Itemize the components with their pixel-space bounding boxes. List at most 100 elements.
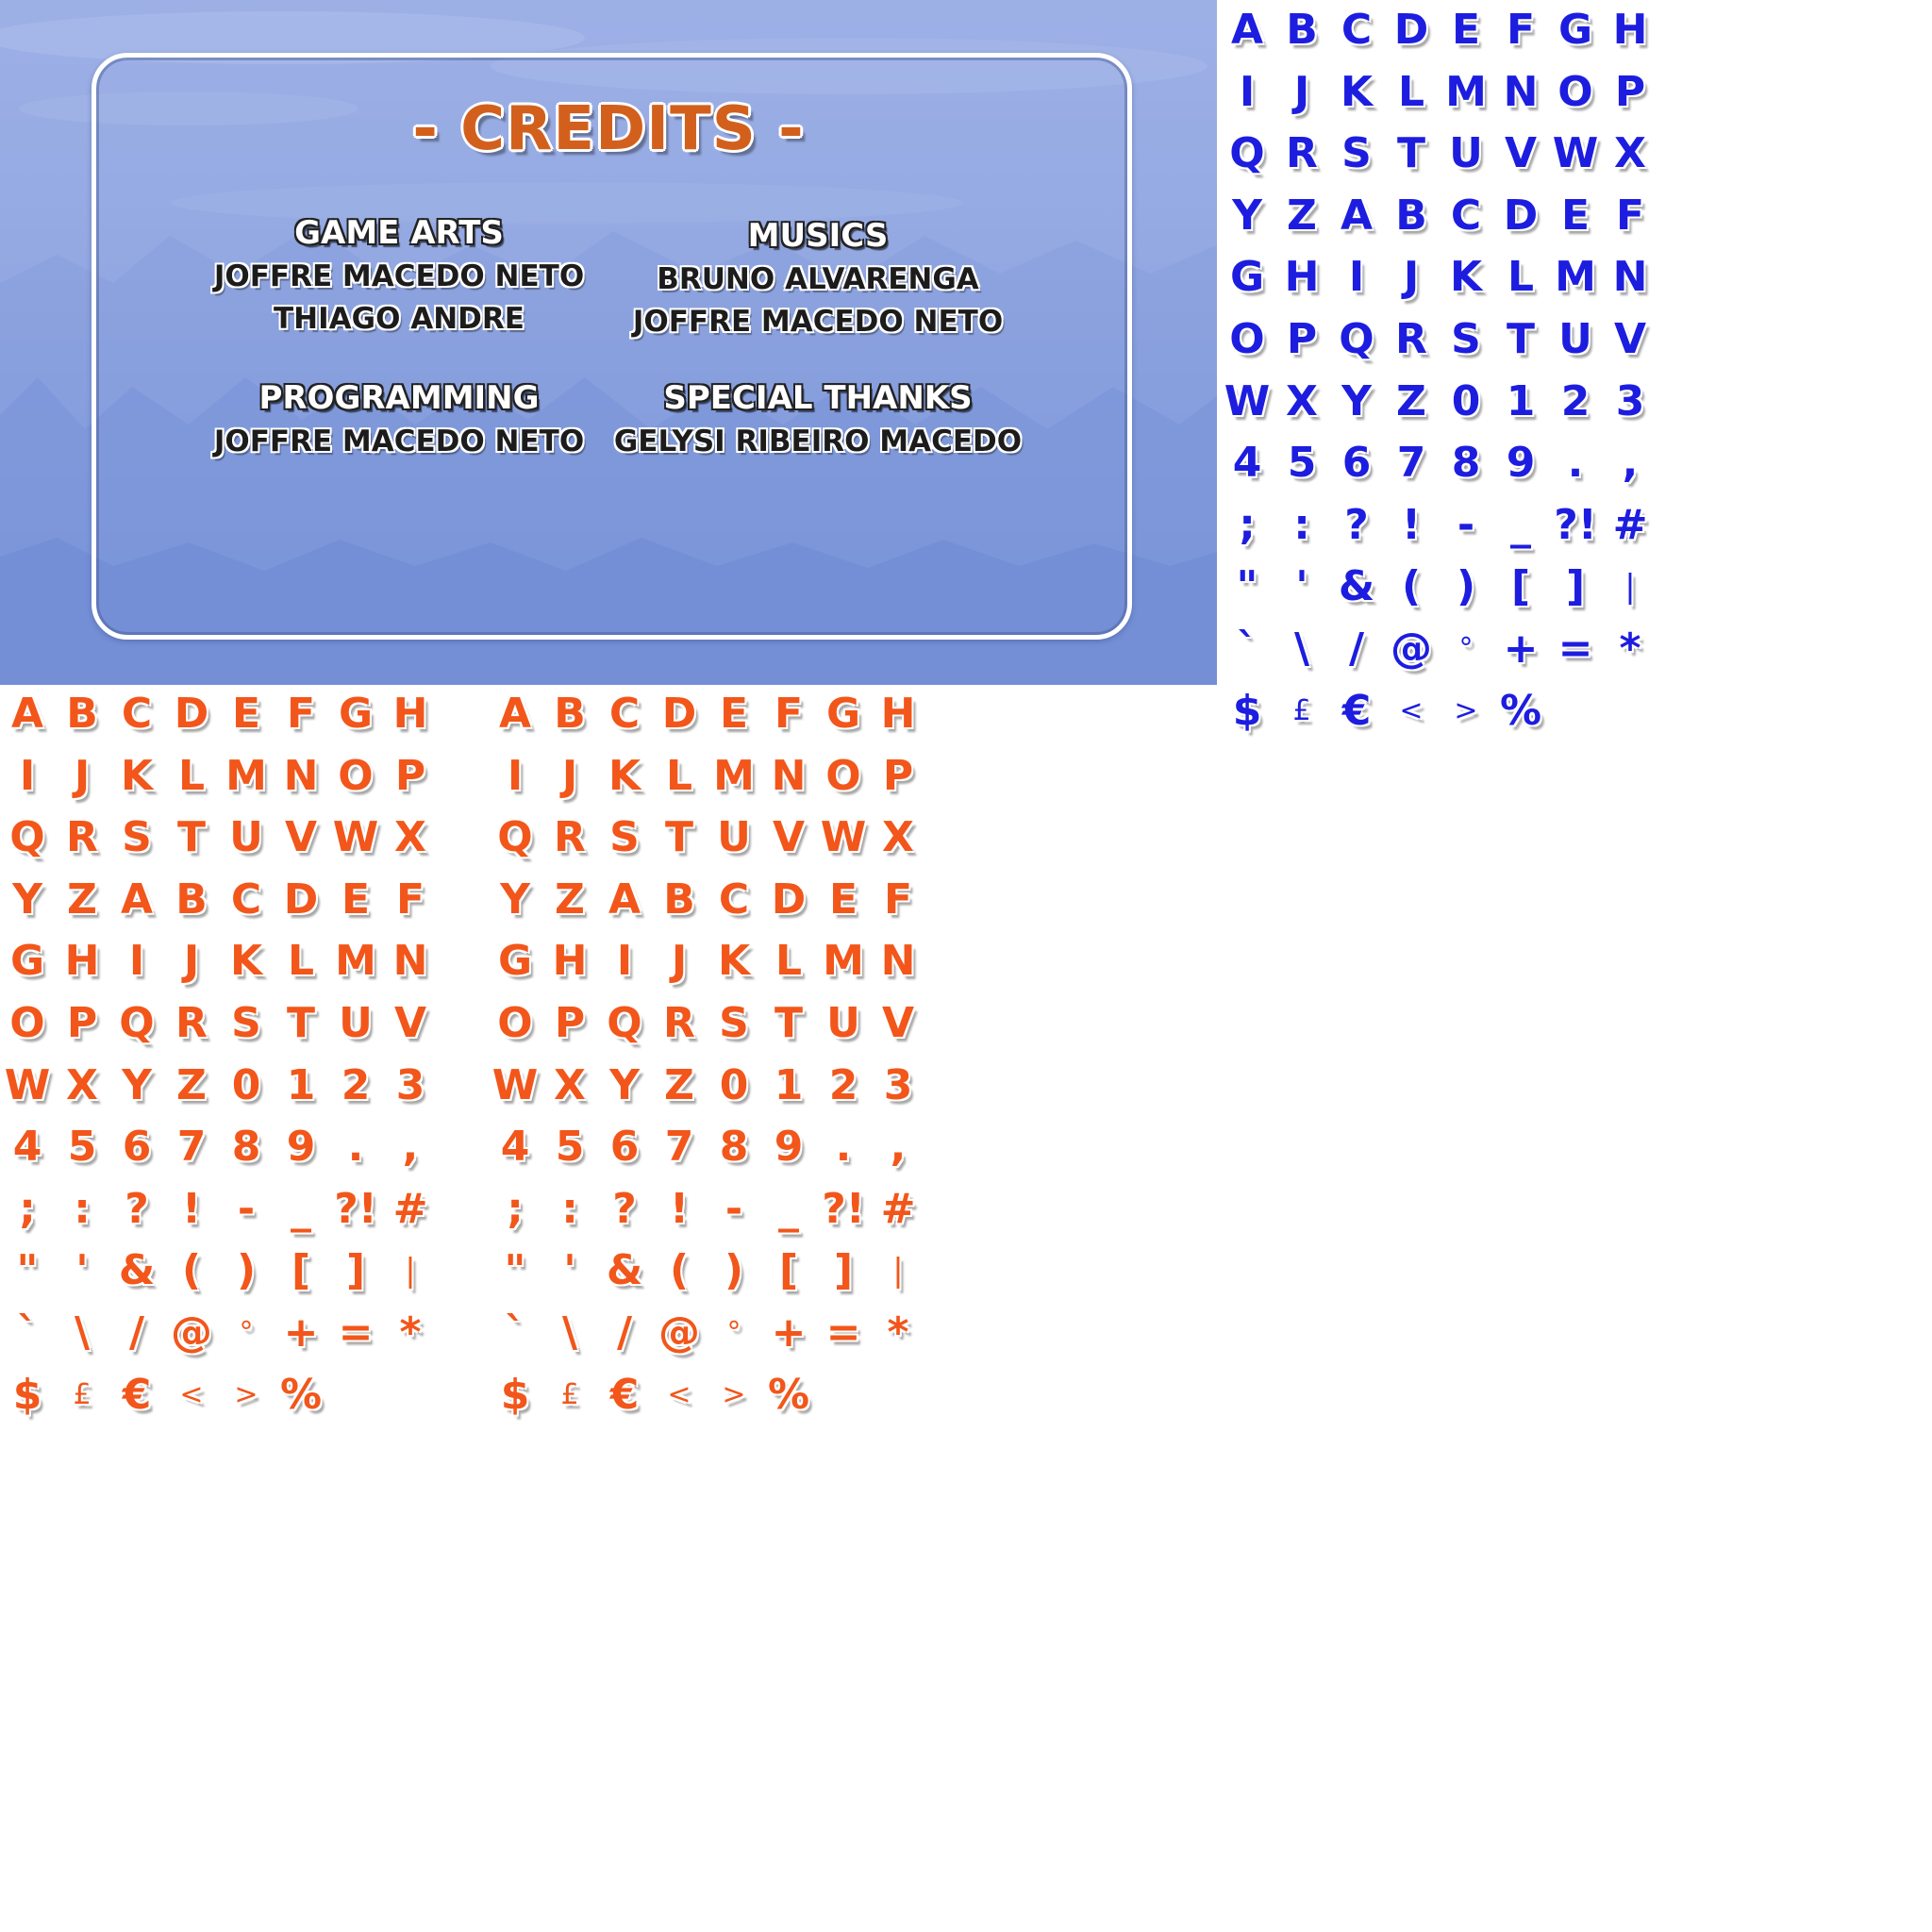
font-glyph: / [616, 1308, 633, 1357]
font-glyph: M [713, 751, 755, 800]
font-glyph: Z [1287, 191, 1317, 240]
font-glyph: L [287, 937, 315, 986]
font-glyph: Q [497, 813, 533, 862]
font-glyph: ?! [334, 1184, 377, 1233]
font-glyph: : [561, 1184, 578, 1233]
font-glyph: ? [612, 1184, 637, 1233]
font-glyph: = [338, 1308, 374, 1357]
font-glyph: Y [500, 874, 530, 924]
special-thanks-heading: SPECIAL THANKS [663, 379, 973, 417]
font-glyph: V [1504, 129, 1538, 178]
font-glyph: 9 [286, 1123, 316, 1172]
font-glyph: N [1503, 67, 1539, 116]
font-glyph: G [338, 690, 374, 738]
font-glyph: K [120, 751, 154, 800]
font-glyph: ; [507, 1184, 524, 1233]
programming-section: PROGRAMMING JOFFRE MACEDO NETO [192, 377, 607, 463]
font-glyph: , [402, 1123, 419, 1172]
font-glyph: > [1454, 693, 1478, 727]
font-glyph: 2 [341, 1060, 371, 1109]
font-glyph: B [66, 690, 98, 738]
font-glyph: $ [12, 1370, 42, 1419]
font-glyph: 7 [176, 1123, 207, 1172]
font-glyph: C [1450, 191, 1482, 240]
font-glyph: £ [73, 1377, 92, 1411]
font-glyph: F [883, 874, 913, 924]
font-glyph: X [66, 1060, 98, 1109]
font-glyph: . [1567, 439, 1584, 488]
font-glyph: + [771, 1308, 807, 1357]
font-glyph: O [338, 751, 374, 800]
font-glyph: & [1338, 562, 1375, 611]
font-glyph: Y [1232, 191, 1262, 240]
font-glyph: B [175, 874, 208, 924]
font-glyph: Y [12, 874, 42, 924]
font-glyph: J [1293, 67, 1310, 116]
font-glyph: B [554, 690, 586, 738]
font-glyph: L [1397, 67, 1425, 116]
font-glyph: Y [609, 1060, 640, 1109]
font-glyph: * [887, 1308, 909, 1357]
font-glyph: > [234, 1377, 258, 1411]
font-glyph: 5 [67, 1123, 97, 1172]
font-glyph: 5 [1287, 439, 1317, 488]
font-glyph: Q [1229, 129, 1265, 178]
font-glyph: U [717, 813, 751, 862]
font-glyph: D [283, 874, 319, 924]
credits-panel [92, 53, 1132, 640]
font-glyph: G [9, 937, 45, 986]
font-glyph: D [1393, 6, 1429, 54]
font-glyph: H [1284, 253, 1320, 302]
font-glyph: N [392, 937, 428, 986]
game-arts-name: JOFFRE MACEDO NETO [213, 259, 585, 293]
musics-heading: MUSICS [747, 217, 889, 255]
game-arts-heading: GAME ARTS [294, 214, 504, 252]
special-thanks-section: SPECIAL THANKS GELYSI RIBEIRO MACEDO [610, 377, 1025, 463]
font-glyph: H [552, 937, 588, 986]
font-glyph: 8 [231, 1123, 261, 1172]
font-glyph: 0 [231, 1060, 261, 1109]
font-glyph: % [1499, 686, 1542, 735]
font-glyph: " [504, 1246, 526, 1295]
font-glyph: € [122, 1370, 152, 1419]
font-glyph: 4 [12, 1123, 42, 1172]
font-glyph: , [1622, 439, 1639, 488]
font-glyph: E [1560, 191, 1591, 240]
font-glyph: K [229, 937, 263, 986]
font-glyph: £ [560, 1377, 579, 1411]
font-glyph: \ [74, 1308, 91, 1357]
font-glyph: W [4, 1060, 51, 1109]
font-glyph: $ [1232, 686, 1262, 735]
credits-screen: - CREDITS - GAME ARTS JOFFRE MACEDO NETO… [0, 0, 1217, 685]
font-glyph: T [1396, 129, 1425, 178]
font-glyph: + [283, 1308, 319, 1357]
font-glyph: C [230, 874, 262, 924]
font-glyph: O [825, 751, 861, 800]
font-glyph: B [1395, 191, 1427, 240]
font-glyph: A [1340, 191, 1374, 240]
font-glyph: 1 [1506, 376, 1536, 425]
font-glyph: V [881, 999, 915, 1047]
font-glyph: R [175, 999, 208, 1047]
font-glyph: - [1457, 500, 1475, 549]
font-glyph: V [1613, 315, 1647, 363]
font-glyph: 6 [122, 1123, 152, 1172]
font-glyph: X [394, 813, 426, 862]
font-glyph: * [1619, 625, 1641, 673]
font-glyph: X [554, 1060, 586, 1109]
font-glyph: E [719, 690, 749, 738]
font-glyph: M [1555, 253, 1596, 302]
font-glyph: T [664, 813, 693, 862]
font-glyph: H [392, 690, 428, 738]
font-glyph: - [724, 1184, 743, 1233]
font-glyph: ] [1565, 562, 1586, 611]
font-glyph: I [1239, 67, 1256, 116]
special-thanks-name: GELYSI RIBEIRO MACEDO [613, 425, 1023, 458]
font-glyph: [ [778, 1246, 799, 1295]
font-glyph: I [19, 751, 36, 800]
font-glyph: ] [345, 1246, 366, 1295]
font-glyph: ° [726, 1316, 741, 1349]
font-glyph: R [1286, 129, 1318, 178]
font-glyph: = [825, 1308, 861, 1357]
font-glyph: C [121, 690, 153, 738]
